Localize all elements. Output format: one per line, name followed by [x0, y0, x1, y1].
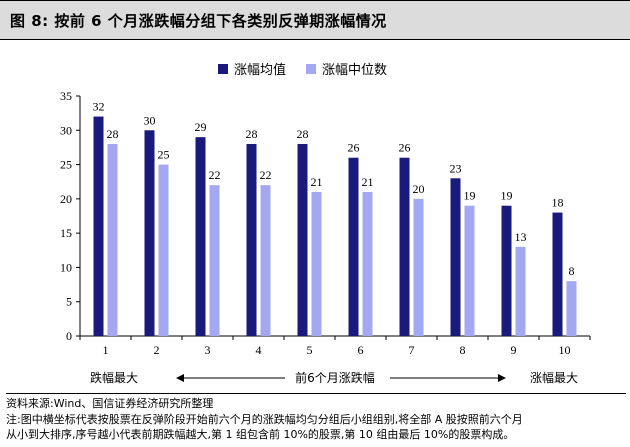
- x-tick-label: 7: [409, 343, 415, 357]
- median-bar: [362, 192, 373, 336]
- y-tick-label: 35: [60, 89, 72, 103]
- data-label: 28: [246, 127, 258, 141]
- note-line-2: 从小到大排序,序号越小代表前期跌幅越大,第 1 组包含前 10%的股票,第 10…: [6, 428, 515, 441]
- x-tick-label: 3: [205, 343, 211, 357]
- mean-bar: [93, 116, 104, 336]
- source-divider: [6, 393, 626, 394]
- axis-annotation-left: 跌幅最大: [90, 370, 138, 385]
- x-tick-label: 10: [559, 343, 571, 357]
- data-label: 21: [311, 175, 323, 189]
- data-label: 26: [348, 141, 360, 155]
- mean-bar: [552, 212, 563, 336]
- median-bar: [260, 185, 271, 336]
- data-label: 26: [399, 141, 411, 155]
- median-bar: [311, 192, 322, 336]
- data-label: 19: [501, 189, 513, 203]
- note-line-1: 注:图中横坐标代表按股票在反弹阶段开始前六个月的涨跌幅均匀分组后小组组别,将全部…: [6, 413, 523, 426]
- data-label: 30: [144, 113, 156, 127]
- x-tick-label: 1: [103, 343, 109, 357]
- x-tick-label: 9: [511, 343, 517, 357]
- data-label: 21: [362, 175, 374, 189]
- data-label: 28: [297, 127, 309, 141]
- data-label: 32: [93, 100, 105, 114]
- source-notes: 资料来源:Wind、国信证券经济研究所整理 注:图中横坐标代表按股票在反弹阶段开…: [6, 393, 626, 442]
- mean-bar: [501, 205, 512, 336]
- median-bar: [413, 198, 424, 336]
- data-label: 19: [464, 189, 476, 203]
- median-bar: [566, 281, 577, 336]
- chart-legend: 涨幅均值 涨幅中位数: [218, 59, 387, 78]
- data-label: 13: [515, 230, 527, 244]
- left-arrow-head: [176, 374, 184, 382]
- legend-label-median: 涨幅中位数: [322, 63, 388, 78]
- axis-annotation-center: 前6个月涨跌幅: [295, 370, 375, 385]
- data-label: 22: [209, 168, 221, 182]
- figure-title-bar: 图 8: 按前 6 个月涨跌幅分组下各类别反弹期涨幅情况: [0, 0, 630, 40]
- y-tick-label: 10: [60, 260, 72, 274]
- mean-bar: [195, 137, 206, 336]
- y-tick-label: 20: [60, 192, 72, 206]
- median-bar: [515, 246, 526, 336]
- data-label: 29: [195, 120, 207, 134]
- mean-bar: [399, 157, 410, 336]
- x-tick-label: 5: [307, 343, 313, 357]
- data-label: 18: [552, 196, 564, 210]
- y-tick-label: 25: [60, 158, 72, 172]
- data-label: 20: [413, 182, 425, 196]
- data-label: 25: [158, 148, 170, 162]
- median-bar: [107, 144, 118, 336]
- mean-bar: [450, 178, 461, 336]
- right-arrow-head: [498, 374, 506, 382]
- mean-bar: [348, 157, 359, 336]
- x-tick-label: 6: [358, 343, 364, 357]
- legend-swatch-mean: [218, 63, 228, 74]
- y-tick-label: 0: [66, 329, 72, 343]
- data-label: 28: [107, 127, 119, 141]
- y-tick-label: 15: [60, 226, 72, 240]
- mean-bar: [144, 130, 155, 336]
- mean-bar: [297, 144, 308, 336]
- data-label: 22: [260, 168, 272, 182]
- x-tick-label: 8: [460, 343, 466, 357]
- y-tick-label: 5: [66, 295, 72, 309]
- data-label: 8: [569, 264, 575, 278]
- median-bar: [158, 164, 169, 336]
- x-tick-label: 2: [154, 343, 160, 357]
- legend-item-median: 涨幅中位数: [306, 59, 387, 78]
- bar-chart: 0510152025303513228230253292242822528216…: [60, 89, 591, 385]
- source-line: 资料来源:Wind、国信证券经济研究所整理: [6, 397, 214, 410]
- y-tick-label: 30: [60, 123, 72, 137]
- legend-swatch-median: [306, 63, 317, 74]
- axis-annotation-right: 涨幅最大: [530, 370, 578, 385]
- data-label: 23: [450, 161, 462, 175]
- mean-bar: [246, 144, 257, 336]
- legend-item-mean: 涨幅均值: [218, 59, 286, 78]
- median-bar: [464, 205, 475, 336]
- legend-label-mean: 涨幅均值: [234, 63, 287, 78]
- x-tick-label: 4: [256, 343, 262, 357]
- figure-title: 图 8: 按前 6 个月涨跌幅分组下各类别反弹期涨幅情况: [10, 12, 387, 30]
- median-bar: [209, 185, 220, 336]
